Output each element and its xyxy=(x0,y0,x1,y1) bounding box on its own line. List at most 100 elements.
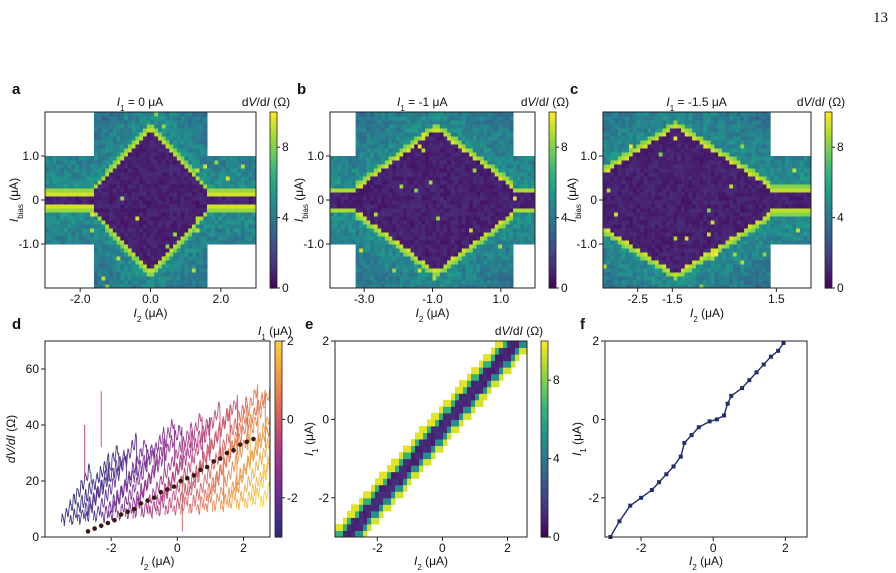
panel-b-cell xyxy=(362,280,368,285)
panel-a-cell xyxy=(184,200,189,205)
panel-a-cell xyxy=(109,252,114,257)
panel-a-cell xyxy=(109,116,114,121)
panel-b-cell xyxy=(491,220,496,225)
panel-a-cell xyxy=(222,192,227,197)
panel-b-cell xyxy=(384,120,390,125)
panel-a-cell xyxy=(180,268,185,273)
panel-b-cell xyxy=(403,160,408,165)
panel-c-cell xyxy=(603,232,608,237)
panel-c-cell xyxy=(636,196,641,201)
panel-b-cell xyxy=(362,128,368,133)
panel-b-cell xyxy=(403,168,408,173)
panel-c-cell xyxy=(603,192,608,197)
panel-a-cell xyxy=(75,168,80,173)
panel-a-cell xyxy=(112,224,118,229)
panel-c-cell xyxy=(662,176,667,181)
panel-b-cell xyxy=(388,136,393,141)
panel-a-cell xyxy=(120,112,125,117)
panel-a-cell xyxy=(86,176,91,181)
panel-a-cell xyxy=(225,228,231,233)
panel-c-cell xyxy=(621,152,626,157)
panel-c-cell xyxy=(617,200,623,205)
panel-c-cell xyxy=(662,248,667,253)
panel-c-cell xyxy=(643,240,649,245)
panel-b-cell xyxy=(410,124,415,129)
panel-b-cell xyxy=(355,196,360,201)
panel-c-cell xyxy=(617,256,623,261)
panel-b-cell xyxy=(436,244,441,249)
panel-b-cell xyxy=(384,284,390,289)
panel-b-cell xyxy=(392,248,397,253)
panel-b-cell xyxy=(450,132,455,137)
panel-a-cell xyxy=(248,160,253,165)
panel-c-cell xyxy=(621,116,626,121)
panel-b-cell xyxy=(454,224,459,229)
panel-b-cell xyxy=(491,284,496,289)
panel-a-cell xyxy=(173,124,178,129)
panel-b-cell xyxy=(432,116,437,121)
panel-b-cell xyxy=(491,204,496,209)
panel-b-cell xyxy=(502,132,507,137)
panel-b-cell xyxy=(483,220,488,225)
panel-b-cell xyxy=(487,140,492,145)
panel-c-cell xyxy=(655,112,660,117)
panel-c-cell xyxy=(610,136,615,141)
panel-b-cell xyxy=(432,196,437,201)
panel-c-cell xyxy=(610,192,615,197)
panel-b-cell xyxy=(494,144,499,149)
panel-b-cell xyxy=(454,220,459,225)
panel-b-cell xyxy=(359,260,364,265)
panel-c-cell xyxy=(640,200,645,205)
panel-a-cbar-seg-29 xyxy=(270,200,277,204)
panel-c-cell xyxy=(603,136,608,141)
panel-b-cell xyxy=(392,216,397,221)
panel-a-cell xyxy=(180,144,185,149)
panel-a-cell xyxy=(199,172,204,177)
panel-b-cell xyxy=(487,252,492,257)
panel-a-cell xyxy=(142,208,148,213)
panel-c-cell xyxy=(625,264,630,269)
panel-c-cell xyxy=(629,228,634,233)
panel-a-cell xyxy=(127,136,133,141)
panel-a-cell xyxy=(210,208,216,213)
panel-a-cell xyxy=(97,172,103,177)
panel-a-cell xyxy=(158,148,163,153)
panel-b-cell xyxy=(355,120,360,125)
panel-b-cell xyxy=(439,276,444,281)
panel-b-cell xyxy=(491,188,496,193)
panel-c-cell xyxy=(640,264,645,269)
panel-c-cell xyxy=(655,152,660,157)
panel-b-cell xyxy=(399,188,404,193)
panel-a-cell xyxy=(75,204,80,209)
panel-b-cell xyxy=(381,152,386,157)
panel-b-cell xyxy=(392,176,397,181)
panel-a-ylabel: Ibias (μA) xyxy=(7,178,25,222)
panel-b-cell xyxy=(388,160,393,165)
panel-c-cell xyxy=(647,140,652,145)
panel-b-cell xyxy=(351,236,357,241)
panel-a-cell xyxy=(93,160,99,165)
panel-a-cell xyxy=(97,256,103,261)
panel-b-cell xyxy=(498,140,503,145)
panel-a-cell xyxy=(199,192,204,197)
panel-b-cell xyxy=(370,220,375,225)
panel-b-cell xyxy=(351,184,357,189)
panel-a-cell xyxy=(176,112,182,117)
panel-b-cell xyxy=(476,284,481,289)
panel-b-cell xyxy=(410,244,415,249)
panel-b-cell xyxy=(509,184,514,189)
panel-a-cell xyxy=(210,172,216,177)
panel-a-cell xyxy=(252,196,257,201)
panel-b-cell xyxy=(480,224,485,229)
panel-a-cell xyxy=(45,172,50,177)
panel-b-cell xyxy=(384,272,390,277)
panel-a-cbar-seg-7 xyxy=(270,264,277,269)
panel-b-cell xyxy=(428,260,433,265)
panel-a-cell xyxy=(116,240,121,245)
panel-a-cell xyxy=(154,156,159,161)
panel-b-cell xyxy=(465,216,470,221)
panel-a-cell xyxy=(139,124,144,129)
panel-b-cell xyxy=(480,204,485,209)
panel-b-cell xyxy=(388,128,393,133)
panel-a-cell xyxy=(188,184,193,189)
